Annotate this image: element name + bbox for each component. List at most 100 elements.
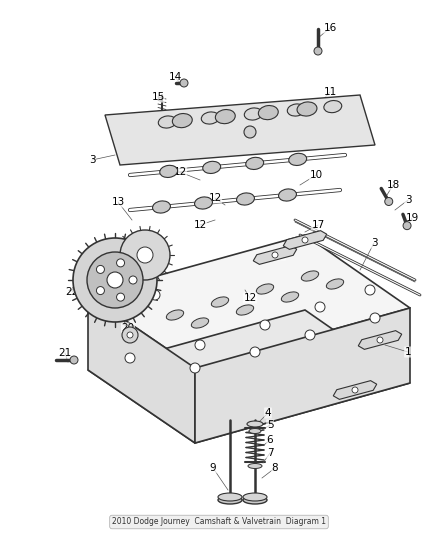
- Ellipse shape: [166, 310, 184, 320]
- Ellipse shape: [289, 154, 307, 165]
- Ellipse shape: [258, 106, 278, 120]
- Ellipse shape: [247, 421, 263, 427]
- Text: 17: 17: [311, 220, 325, 230]
- Ellipse shape: [248, 464, 262, 469]
- Text: 18: 18: [386, 180, 399, 190]
- Circle shape: [129, 276, 137, 284]
- Ellipse shape: [172, 114, 192, 128]
- Circle shape: [96, 265, 104, 273]
- Text: 16: 16: [323, 23, 337, 33]
- Circle shape: [403, 222, 411, 230]
- Text: 9: 9: [210, 463, 216, 473]
- Text: 23: 23: [251, 125, 265, 135]
- Circle shape: [107, 272, 123, 288]
- Ellipse shape: [243, 493, 267, 501]
- Circle shape: [122, 327, 138, 343]
- Circle shape: [377, 337, 383, 343]
- Text: 13: 13: [135, 243, 148, 253]
- Ellipse shape: [211, 297, 229, 307]
- Text: 3: 3: [405, 195, 411, 205]
- Text: 19: 19: [406, 213, 419, 223]
- Text: 10: 10: [309, 170, 322, 180]
- Ellipse shape: [324, 101, 342, 112]
- Ellipse shape: [201, 112, 219, 124]
- Circle shape: [272, 252, 278, 258]
- Text: 12: 12: [244, 293, 257, 303]
- Ellipse shape: [287, 104, 305, 116]
- Circle shape: [314, 47, 322, 55]
- Ellipse shape: [279, 189, 297, 201]
- Text: 21: 21: [58, 348, 72, 358]
- Circle shape: [117, 259, 124, 267]
- Ellipse shape: [218, 496, 242, 504]
- Circle shape: [73, 238, 157, 322]
- Ellipse shape: [243, 496, 267, 504]
- Text: 8: 8: [272, 463, 278, 473]
- Ellipse shape: [215, 109, 235, 124]
- Polygon shape: [88, 310, 410, 443]
- Circle shape: [190, 363, 200, 373]
- Text: 3: 3: [371, 238, 377, 248]
- Text: 12: 12: [173, 167, 187, 177]
- Circle shape: [87, 252, 143, 308]
- Text: 1: 1: [405, 347, 411, 357]
- Text: 12: 12: [208, 193, 222, 203]
- Circle shape: [180, 79, 188, 87]
- Text: 12: 12: [193, 220, 207, 230]
- Circle shape: [120, 230, 170, 280]
- Ellipse shape: [237, 305, 254, 315]
- Circle shape: [137, 247, 153, 263]
- Circle shape: [70, 356, 78, 364]
- Ellipse shape: [326, 279, 344, 289]
- Circle shape: [244, 126, 256, 138]
- Polygon shape: [283, 231, 327, 249]
- Circle shape: [103, 305, 113, 315]
- Ellipse shape: [158, 116, 176, 128]
- Ellipse shape: [246, 157, 264, 169]
- Text: 3: 3: [88, 155, 95, 165]
- Text: 20: 20: [121, 323, 134, 333]
- Text: 13: 13: [111, 197, 125, 207]
- Circle shape: [370, 313, 380, 323]
- Circle shape: [302, 237, 308, 243]
- Ellipse shape: [244, 108, 262, 120]
- Circle shape: [117, 293, 124, 301]
- Circle shape: [125, 353, 135, 363]
- Ellipse shape: [256, 284, 274, 294]
- Ellipse shape: [281, 292, 299, 302]
- Text: 7: 7: [267, 448, 273, 458]
- Text: 22: 22: [65, 287, 79, 297]
- Ellipse shape: [160, 165, 178, 177]
- Circle shape: [96, 287, 104, 295]
- Ellipse shape: [218, 493, 242, 501]
- Text: 11: 11: [323, 87, 337, 97]
- Text: 4: 4: [265, 408, 271, 418]
- Circle shape: [352, 387, 358, 393]
- Text: 2: 2: [279, 250, 285, 260]
- Circle shape: [127, 332, 133, 338]
- Ellipse shape: [152, 201, 170, 213]
- Ellipse shape: [297, 102, 317, 116]
- Polygon shape: [253, 246, 297, 264]
- Circle shape: [150, 290, 160, 300]
- Text: 2010 Dodge Journey  Camshaft & Valvetrain  Diagram 1: 2010 Dodge Journey Camshaft & Valvetrain…: [112, 518, 326, 527]
- Circle shape: [250, 347, 260, 357]
- Polygon shape: [88, 295, 195, 443]
- Text: 14: 14: [168, 72, 182, 82]
- Circle shape: [195, 340, 205, 350]
- Polygon shape: [195, 308, 410, 443]
- Text: 15: 15: [152, 92, 165, 102]
- Circle shape: [385, 198, 393, 206]
- Circle shape: [260, 320, 270, 330]
- Polygon shape: [358, 330, 402, 349]
- Polygon shape: [88, 235, 410, 368]
- Ellipse shape: [191, 318, 208, 328]
- Text: 6: 6: [267, 435, 273, 445]
- Circle shape: [365, 285, 375, 295]
- Ellipse shape: [301, 271, 319, 281]
- Ellipse shape: [237, 193, 254, 205]
- Text: 5: 5: [267, 420, 273, 430]
- Circle shape: [315, 302, 325, 312]
- Ellipse shape: [203, 161, 221, 173]
- Circle shape: [305, 330, 315, 340]
